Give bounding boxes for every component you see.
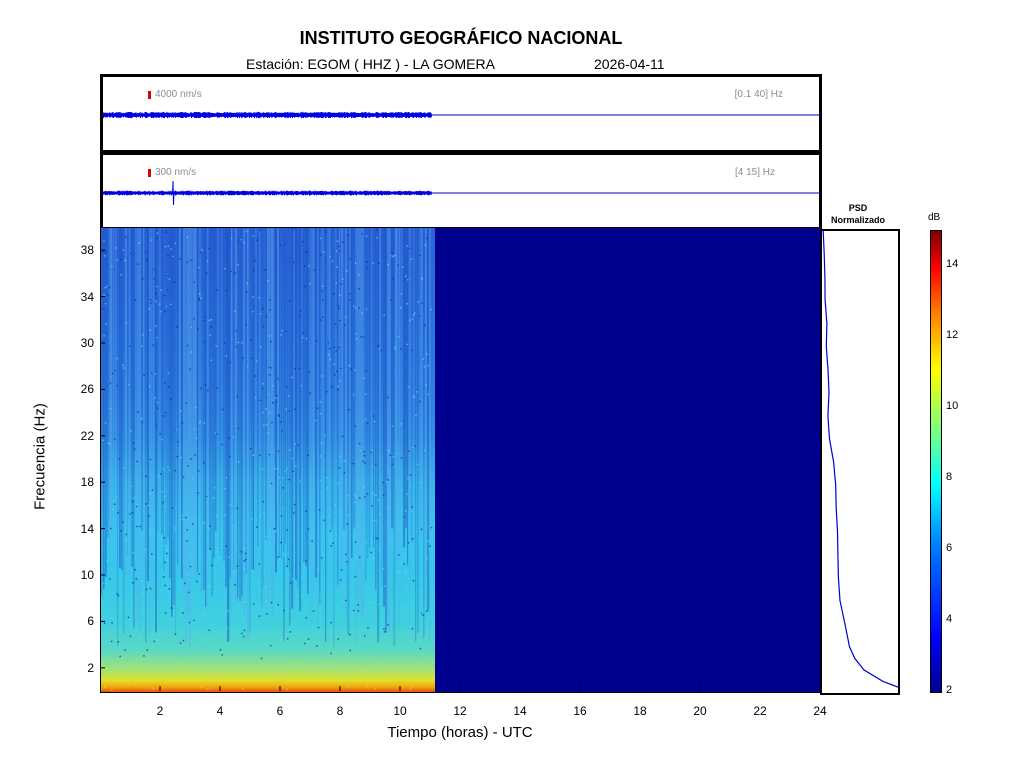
trace-band-label: [4 15] Hz <box>734 167 775 178</box>
spectrogram-data-region <box>101 228 435 692</box>
page-title: INSTITUTO GEOGRÁFICO NACIONAL <box>299 28 623 48</box>
spectrogram-plot <box>100 227 822 693</box>
spectrogram-texture <box>101 228 433 692</box>
psd-title: PSD Normalizado <box>816 202 900 226</box>
x-tick-label: 10 <box>393 704 407 718</box>
colorbar-tick-label: 12 <box>946 329 959 342</box>
colorbar-tick-label: 2 <box>946 684 953 696</box>
x-tick-label: 4 <box>216 704 224 718</box>
x-tick-label: 20 <box>693 704 707 718</box>
trace-panel-filtered: 300 nm/s [4 15] Hz <box>100 152 822 231</box>
trace-panel-broadband: 4000 nm/s [0.1 40] Hz <box>100 74 822 153</box>
waveform-path <box>103 111 432 119</box>
y-tick-label: 30 <box>80 336 94 350</box>
y-tick-label: 38 <box>80 243 94 258</box>
trace-waveform-filtered <box>103 180 819 206</box>
x-tick-label: 22 <box>753 704 767 718</box>
colorbar-tick-label: 4 <box>946 613 953 626</box>
x-axis-label: Tiempo (horas) - UTC <box>387 724 533 741</box>
date-label: 2026-04-11 <box>594 56 665 72</box>
y-tick-label: 18 <box>80 475 94 490</box>
station-label: Estación: EGOM ( HHZ ) - LA GOMERA <box>246 56 495 72</box>
y-tick-label: 10 <box>80 568 94 582</box>
psd-line <box>822 231 898 688</box>
station-subtitle: Estación: EGOM ( HHZ ) - LA GOMERA 2026-… <box>246 56 665 72</box>
trace-scale-label: 300 nm/s <box>155 167 197 178</box>
y-tick-label: 22 <box>80 428 94 443</box>
spectrogram-empty-region <box>435 228 821 692</box>
y-tick-label: 34 <box>80 289 94 304</box>
colorbar-unit: dB <box>928 212 941 223</box>
x-tick-label: 6 <box>276 704 284 718</box>
x-tick-label: 24 <box>813 704 827 718</box>
y-tick-label: 14 <box>80 521 94 536</box>
psd-panel <box>820 229 900 695</box>
trace-band-label: [0.1 40] Hz <box>734 89 783 100</box>
y-tick-label: 6 <box>87 614 94 629</box>
colorbar <box>930 230 942 693</box>
psd-curve <box>822 231 898 688</box>
x-tick-label: 12 <box>453 704 467 718</box>
trace-waveform-broadband <box>103 111 819 119</box>
colorbar-tick-label: 14 <box>946 258 959 271</box>
x-tick-label: 16 <box>573 704 587 718</box>
x-tick-label: 2 <box>156 704 164 718</box>
colorbar-tick-label: 10 <box>946 400 959 413</box>
y-tick-label: 26 <box>80 382 94 397</box>
x-tick-label: 8 <box>336 704 344 718</box>
psd-title-line2: Normalizado <box>830 215 885 225</box>
colorbar-tick-label: 6 <box>946 542 953 555</box>
scale-bar-icon <box>148 91 151 99</box>
x-tick-label: 14 <box>513 704 527 718</box>
trace-scale-label: 4000 nm/s <box>155 89 202 100</box>
x-tick-label: 18 <box>633 704 647 718</box>
colorbar-tick-label: 8 <box>946 471 953 484</box>
scale-bar-icon <box>148 169 151 177</box>
y-tick-label: 2 <box>87 660 94 675</box>
psd-title-line1: PSD <box>848 203 868 213</box>
waveform-path <box>103 180 432 206</box>
y-axis-label: Frecuencia (Hz) <box>31 403 49 510</box>
